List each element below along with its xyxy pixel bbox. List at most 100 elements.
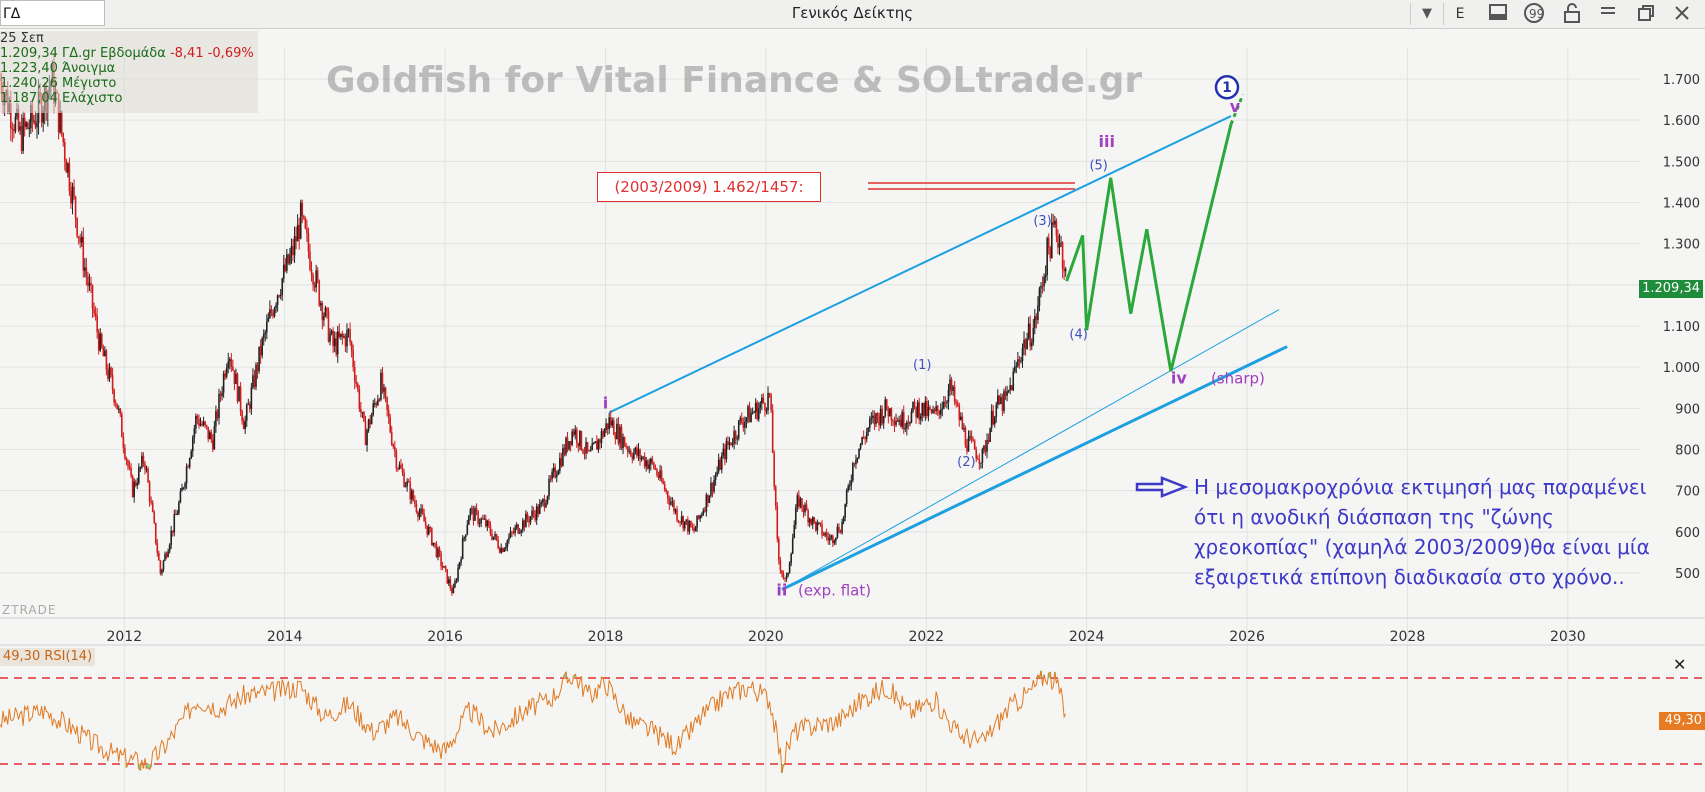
candle-body — [84, 267, 86, 271]
x-axis: 2012 2014 2016 2018 2020 2022 2024 2026 2028 2030 — [106, 629, 1585, 645]
candle-body — [1044, 274, 1047, 277]
candle-body — [42, 111, 44, 123]
info-high: 1.240,26 Μέγιστο — [0, 76, 117, 91]
chevron-down-icon[interactable]: ▼ — [1410, 3, 1444, 25]
rsi-pane: 50 — [0, 670, 1705, 774]
candle-body — [82, 236, 85, 271]
candle-body — [580, 431, 583, 450]
candle-body — [543, 499, 546, 508]
candle-body — [107, 369, 109, 379]
price-candles — [0, 54, 1067, 596]
candle-body — [657, 475, 660, 479]
candle-body — [514, 527, 516, 533]
candle-body — [702, 510, 705, 515]
candle-body — [67, 163, 69, 173]
minimize-icon[interactable] — [1596, 3, 1620, 25]
candle-body — [613, 420, 615, 436]
candle-body — [640, 457, 643, 460]
candle-body — [554, 467, 557, 478]
candle-body — [559, 458, 561, 472]
candle-body — [221, 392, 223, 396]
candle-body — [930, 409, 933, 413]
candle-body — [1001, 397, 1004, 412]
candle-body — [205, 425, 208, 427]
candle-body — [725, 441, 728, 460]
candle-body — [210, 432, 213, 440]
candle-body — [324, 307, 327, 317]
candle-body — [176, 513, 179, 515]
candle-body — [299, 202, 302, 239]
candle-body — [864, 438, 866, 440]
candle-body — [486, 520, 489, 527]
candle-body — [1029, 323, 1032, 347]
candle-body — [737, 420, 740, 439]
candle-body — [808, 518, 811, 523]
wave-label: (2) — [957, 455, 975, 470]
rsi-label: 49,30 RSI(14) — [0, 648, 96, 666]
candle-body — [127, 460, 129, 467]
candle-body — [356, 384, 359, 389]
candle-body — [349, 329, 351, 343]
candle-body — [22, 117, 24, 151]
symbol-input[interactable]: ΓΔ — [0, 0, 105, 26]
candle-body — [1034, 316, 1036, 328]
comment-arrow — [1135, 476, 1189, 498]
candle-body — [855, 460, 857, 465]
candle-body — [811, 517, 814, 525]
candle-body — [193, 428, 196, 438]
candle-body — [222, 373, 225, 393]
y-tick-label: 1.700 — [1663, 73, 1700, 88]
candle-body — [267, 317, 270, 322]
candle-body — [685, 519, 688, 522]
candle-body — [759, 403, 762, 408]
svg-text:99: 99 — [1529, 7, 1544, 21]
candle-body — [719, 459, 722, 470]
candle-body — [654, 468, 657, 470]
close-rsi-pane-icon[interactable]: ✕ — [1673, 655, 1687, 674]
candle-body — [555, 474, 558, 478]
restore-icon[interactable] — [1634, 3, 1658, 25]
candle-body — [691, 526, 694, 528]
candle-body — [381, 372, 384, 392]
e-button[interactable]: E — [1455, 6, 1465, 22]
wave-label-1: 1 — [1222, 80, 1232, 96]
candle-body — [828, 538, 831, 541]
candle-body — [736, 438, 738, 440]
x-tick-label: 2012 — [106, 629, 142, 645]
candle-body — [716, 471, 718, 476]
unlock-icon[interactable] — [1560, 3, 1584, 25]
candle-body — [99, 333, 102, 351]
candle-body — [938, 410, 941, 415]
candle-body — [517, 524, 519, 534]
candle-body — [881, 408, 883, 424]
comment-icon[interactable]: 99 — [1522, 3, 1546, 25]
candle-body — [242, 421, 245, 430]
candle-body — [895, 420, 897, 425]
candle-body — [879, 408, 882, 426]
candle-body — [261, 338, 263, 356]
candle-body — [548, 478, 550, 497]
candle-body — [471, 508, 473, 510]
panel-icon[interactable] — [1486, 3, 1510, 25]
analysis-comment: Η μεσομακροχρόνια εκτιμησή μας παραμένει… — [1194, 475, 1650, 589]
close-icon[interactable] — [1670, 3, 1694, 25]
chart-title: Γενικός Δείκτης — [791, 4, 914, 22]
candle-body — [794, 507, 797, 526]
candle-body — [218, 393, 220, 419]
candle-body — [358, 388, 361, 409]
candle-body — [1032, 327, 1035, 343]
candle-body — [643, 456, 646, 467]
candle-body — [207, 426, 210, 440]
candle-body — [867, 427, 870, 432]
candle-body — [401, 468, 404, 473]
candle-body — [1004, 391, 1007, 396]
candle-body — [921, 402, 924, 416]
candle-body — [668, 498, 671, 505]
candle-body — [309, 251, 311, 270]
candle-body — [440, 553, 442, 566]
candle-body — [666, 491, 669, 499]
candle-body — [468, 516, 470, 525]
candle-body — [1024, 339, 1027, 349]
candle-body — [329, 333, 331, 342]
